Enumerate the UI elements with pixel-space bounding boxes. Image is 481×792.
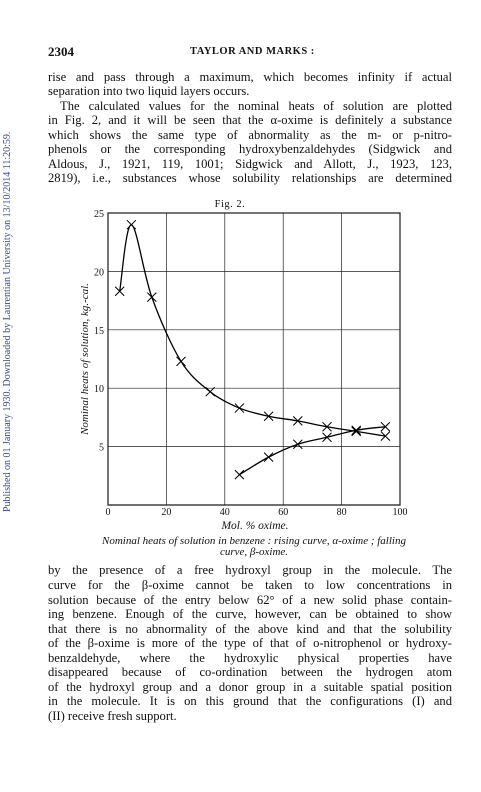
text-line: 2819), i.e., substances whose solubility… [48, 171, 452, 185]
text-line: (II) receive fresh support. [48, 709, 177, 723]
text-line: of the hydroxyl group and a donor group … [48, 680, 452, 694]
y-axis-label: Nominal heats of solution, kg.-cal. [79, 283, 91, 436]
x-tick-label: 80 [337, 507, 347, 518]
data-point [176, 356, 186, 367]
data-point [263, 452, 274, 462]
text-line: The calculated values for the nominal he… [60, 99, 452, 113]
data-point [126, 219, 137, 230]
y-tick-label: 5 [99, 443, 104, 454]
text-line: in Fig. 2, and it will be seen that the … [48, 113, 452, 127]
x-tick-label: 0 [106, 507, 111, 518]
data-point [234, 403, 245, 413]
caption: curve, β-oxime. [220, 546, 288, 558]
figure-title: Fig. 2. [215, 199, 246, 210]
y-tick-label: 20 [94, 267, 104, 278]
curve [239, 426, 386, 476]
text-line: Aldous, J., 1921, 119, 1001; Sidgwick an… [48, 157, 452, 171]
curve [119, 224, 386, 437]
y-tick-label: 10 [94, 384, 104, 395]
x-tick-label: 20 [161, 507, 171, 518]
text-line: ing benzene. Enough of the curve, howeve… [48, 607, 452, 621]
text-line: separation into two liquid layers occurs… [48, 84, 250, 98]
text-line: which shows the same type of abnormality… [48, 128, 452, 142]
page-number: 2304 [48, 44, 74, 59]
data-point [292, 439, 303, 450]
data-point [146, 292, 157, 302]
data-point [263, 411, 274, 422]
text-line: disappeared because of co-ordination bet… [48, 665, 452, 679]
text-line: by the presence of a free hydroxyl group… [48, 563, 452, 577]
text-line: solution because of the entry below 62° … [48, 593, 452, 607]
text-line: phenols or the corresponding hydroxybenz… [48, 142, 452, 156]
x-tick-label: 100 [393, 507, 408, 518]
caption: Nominal heats of solution in benzene : r… [101, 535, 406, 547]
text-line: that there is no abnormality of the abov… [48, 622, 452, 636]
data-point [114, 286, 125, 297]
y-tick-label: 25 [94, 209, 104, 220]
plot-frame [107, 212, 401, 506]
data-point [292, 416, 303, 426]
data-point [351, 425, 362, 436]
text-line: curve for the β-oxime cannot be taken to… [48, 578, 452, 592]
x-tick-label: 60 [278, 507, 288, 518]
data-point [380, 431, 391, 441]
text-line: rise and pass through a maximum, which b… [48, 70, 452, 84]
x-axis-label: Mol. % oxime. [220, 520, 288, 532]
data-point [205, 386, 216, 397]
text-line: in the molecule. It is on this ground th… [48, 694, 452, 708]
x-tick-label: 40 [220, 507, 230, 518]
text-line: benzaldehyde, where the hydroxylic physi… [48, 651, 452, 665]
running-title: TAYLOR AND MARKS : [190, 46, 315, 57]
text-line: of the β-oxime is more of the type of th… [48, 636, 452, 650]
data-point [322, 421, 332, 432]
data-point [234, 469, 245, 480]
data-point [380, 421, 391, 432]
y-tick-label: 15 [94, 326, 104, 337]
data-point [322, 432, 332, 443]
data-point [351, 426, 362, 437]
